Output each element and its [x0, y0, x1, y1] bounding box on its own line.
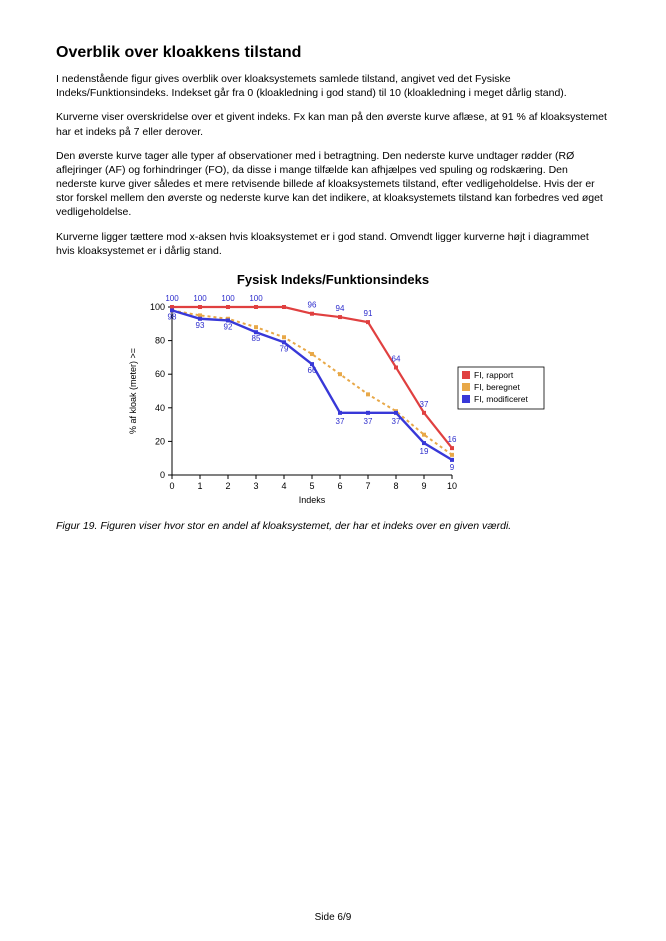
svg-text:9: 9	[421, 481, 426, 491]
svg-text:40: 40	[155, 403, 165, 413]
svg-text:100: 100	[165, 294, 179, 303]
svg-text:FI, beregnet: FI, beregnet	[474, 382, 520, 392]
svg-text:100: 100	[150, 302, 165, 312]
svg-text:7: 7	[365, 481, 370, 491]
svg-text:3: 3	[253, 481, 258, 491]
line-chart: 0 20 40 60 80 100 0 1 2 3 4 5 6 7 8 9 10 Indeks % af kloak…	[118, 289, 548, 511]
chart-title: Fysisk Indeks/Funktionsindeks	[118, 272, 548, 287]
svg-text:20: 20	[155, 436, 165, 446]
svg-text:19: 19	[420, 447, 429, 456]
paragraph-4: Kurverne ligger tættere mod x-aksen hvis…	[56, 230, 610, 258]
page-footer: Side 6/9	[0, 912, 666, 923]
paragraph-3: Den øverste kurve tager alle typer af ob…	[56, 149, 610, 220]
svg-text:FI, rapport: FI, rapport	[474, 370, 514, 380]
svg-text:85: 85	[252, 334, 261, 343]
svg-text:Indeks: Indeks	[299, 495, 326, 505]
svg-text:37: 37	[420, 400, 429, 409]
page-title: Overblik over kloakkens tilstand	[56, 44, 610, 62]
svg-text:80: 80	[155, 335, 165, 345]
svg-text:66: 66	[308, 366, 317, 375]
svg-text:94: 94	[336, 304, 345, 313]
svg-text:2: 2	[225, 481, 230, 491]
svg-text:37: 37	[392, 417, 401, 426]
paragraph-1: I nedenstående figur gives overblik over…	[56, 72, 610, 100]
svg-text:98: 98	[168, 312, 177, 321]
svg-text:9: 9	[450, 463, 455, 472]
svg-text:1: 1	[197, 481, 202, 491]
svg-text:37: 37	[364, 417, 373, 426]
svg-text:100: 100	[221, 294, 235, 303]
svg-text:93: 93	[196, 321, 205, 330]
svg-text:16: 16	[448, 435, 457, 444]
document-page: Overblik over kloakkens tilstand I neden…	[0, 0, 666, 941]
chart-container: Fysisk Indeks/Funktionsindeks 0204060801…	[118, 272, 548, 511]
svg-text:60: 60	[155, 369, 165, 379]
svg-text:8: 8	[393, 481, 398, 491]
figure-caption: Figur 19. Figuren viser hvor stor en and…	[56, 519, 610, 533]
svg-text:% af kloak (meter) >=: % af kloak (meter) >=	[128, 348, 138, 434]
svg-text:79: 79	[280, 344, 289, 353]
svg-text:4: 4	[281, 481, 286, 491]
svg-text:6: 6	[337, 481, 342, 491]
svg-text:37: 37	[336, 417, 345, 426]
svg-text:FI, modificeret: FI, modificeret	[474, 394, 528, 404]
svg-text:64: 64	[392, 354, 401, 363]
svg-text:100: 100	[249, 294, 263, 303]
svg-text:91: 91	[364, 309, 373, 318]
svg-text:100: 100	[193, 294, 207, 303]
svg-text:5: 5	[309, 481, 314, 491]
svg-text:10: 10	[447, 481, 457, 491]
svg-text:92: 92	[224, 322, 233, 331]
svg-text:0: 0	[160, 470, 165, 480]
paragraph-2: Kurverne viser overskridelse over et giv…	[56, 110, 610, 138]
svg-text:0: 0	[169, 481, 174, 491]
svg-text:96: 96	[308, 301, 317, 310]
